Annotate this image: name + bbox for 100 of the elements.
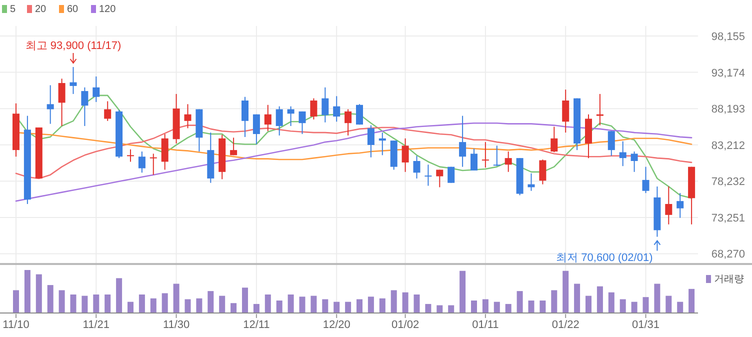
candlestick (92, 76, 100, 102)
bar (253, 304, 260, 313)
x-tick-label: 11/10 (2, 319, 30, 331)
bar (379, 298, 386, 313)
bar (128, 302, 134, 313)
x-tick-label: 12/20 (322, 319, 350, 331)
bar (104, 294, 111, 313)
x-tick-label: 12/11 (243, 319, 270, 331)
candlestick (402, 138, 409, 172)
x-tick-label: 01/31 (632, 319, 660, 331)
bar (219, 296, 226, 313)
bar (528, 300, 534, 313)
candlestick (665, 186, 672, 225)
x-tick-label: 01/11 (472, 319, 499, 331)
candlestick (424, 164, 432, 186)
candlestick (448, 166, 455, 184)
candlestick (70, 66, 77, 94)
y-tick-label: 98,155 (711, 31, 745, 43)
candlestick (161, 134, 168, 170)
candlestick (608, 130, 615, 156)
candlestick (413, 155, 420, 179)
candlestick (596, 93, 604, 126)
y-tick-label: 68,270 (711, 248, 745, 261)
candlestick (367, 124, 374, 158)
bar (494, 302, 500, 313)
candlestick (104, 100, 112, 122)
bar (425, 304, 432, 313)
legend-label: 거래량 (714, 274, 744, 285)
candlestick (184, 104, 192, 129)
bar (138, 294, 145, 313)
annotation: 최저 70,600 (02/01) (556, 252, 653, 264)
candlestick (81, 86, 88, 127)
candlestick (287, 106, 294, 127)
annotation: 최고 93,900 (11/17) (25, 40, 122, 52)
candlestick (252, 114, 260, 145)
bar (208, 291, 214, 313)
candlestick (436, 169, 444, 188)
bar (334, 302, 340, 313)
bar (642, 297, 649, 313)
bar (173, 284, 180, 313)
bar (310, 296, 317, 313)
y-tick-label: 73,251 (711, 212, 745, 224)
bar (47, 285, 54, 313)
bar (516, 291, 523, 313)
bar (482, 299, 488, 313)
candlestick (127, 148, 134, 162)
bar (414, 294, 420, 313)
x-tick-label: 01/02 (392, 319, 420, 331)
bar (596, 286, 603, 313)
bar (631, 302, 638, 313)
bar (620, 299, 626, 313)
bar (276, 300, 282, 313)
bar (608, 292, 614, 313)
bar (368, 296, 374, 313)
bar (666, 296, 672, 313)
y-tick-label: 88,193 (711, 104, 745, 116)
candlestick (230, 137, 238, 156)
candlestick (298, 110, 306, 135)
candlestick (539, 159, 546, 185)
bar (196, 298, 202, 313)
legend-label: 60 (67, 4, 79, 15)
bar (299, 296, 306, 313)
bar (322, 299, 328, 313)
x-tick-label: 11/30 (162, 319, 190, 331)
candlestick (264, 104, 272, 132)
bar (402, 292, 408, 313)
legend-label: 20 (35, 4, 47, 15)
bar (288, 294, 294, 313)
candlestick (138, 151, 146, 174)
candlestick (619, 140, 626, 167)
candlestick (378, 132, 386, 156)
candlestick (459, 115, 466, 168)
candlestick (470, 148, 478, 171)
candlestick (642, 166, 650, 194)
candlestick (550, 126, 558, 153)
bar (448, 305, 454, 313)
bar (93, 294, 100, 313)
bar (116, 278, 122, 313)
candlestick (504, 151, 512, 172)
bar (586, 296, 592, 313)
bar (574, 284, 580, 313)
candlestick (276, 106, 283, 136)
bar (505, 304, 512, 313)
candlestick (356, 104, 363, 126)
candlestick (493, 145, 500, 167)
candlestick (676, 192, 684, 218)
bar (184, 299, 191, 313)
bar (36, 274, 42, 313)
bar (242, 288, 248, 313)
bar (230, 303, 237, 313)
candlestick (482, 142, 489, 168)
candlestick (630, 151, 638, 172)
x-tick-label: 11/21 (82, 319, 110, 331)
bar (390, 290, 397, 313)
bar (356, 299, 362, 313)
bar (13, 290, 19, 313)
bar (471, 300, 477, 313)
candlestick (310, 98, 318, 120)
line-series (15, 122, 692, 202)
bar (345, 302, 352, 313)
